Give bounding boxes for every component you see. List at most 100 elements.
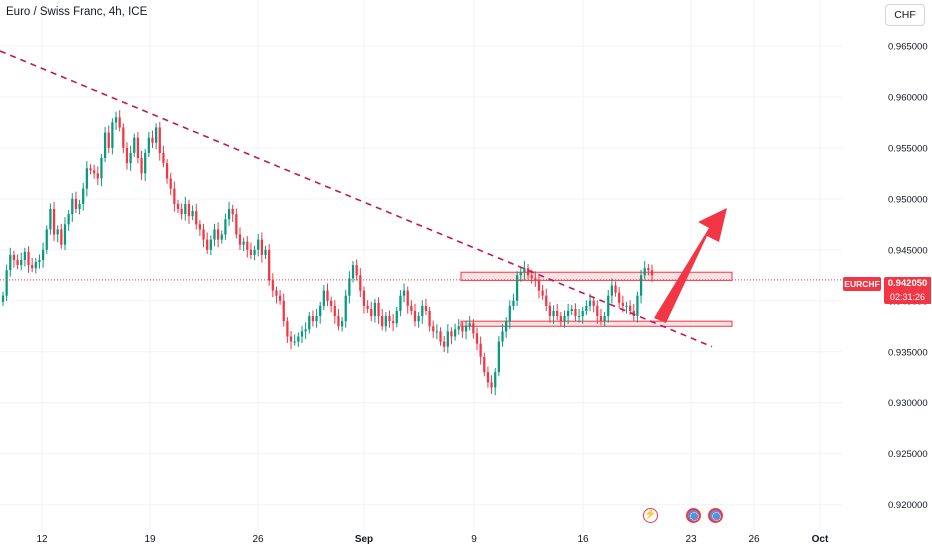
candle-body: [391, 321, 395, 324]
candle-body: [494, 372, 497, 388]
candle-body: [618, 292, 621, 303]
candle-body: [322, 290, 325, 306]
overlay-layer: [0, 50, 842, 348]
candle-body: [650, 270, 654, 276]
candle-body: [16, 260, 19, 266]
candle-body: [257, 239, 260, 250]
candle-body: [592, 300, 595, 306]
candle-body: [162, 152, 165, 164]
candle-body: [443, 341, 446, 347]
candle-body: [457, 326, 460, 330]
candle-body: [625, 305, 628, 307]
candle-body: [472, 323, 475, 334]
flash-icon[interactable]: ⚡: [643, 508, 658, 523]
x-axis: 12 19 26 Sep 9 16 23 26 Oct: [36, 534, 829, 545]
candle-body: [242, 241, 245, 245]
candle-body: [639, 275, 643, 296]
candle-body: [158, 127, 161, 153]
candle-body: [165, 163, 169, 179]
y-tick-label: 0.955000: [888, 143, 928, 154]
candle-body: [184, 203, 187, 215]
x-tick-label: Oct: [812, 534, 829, 545]
currency-button[interactable]: CHF: [885, 4, 925, 26]
candle-body: [151, 137, 154, 143]
candle-body: [552, 310, 555, 317]
candle-body: [340, 321, 344, 327]
candle-body: [486, 372, 490, 383]
grid-layer: [0, 0, 842, 530]
candle-body: [388, 316, 391, 322]
candle-body: [96, 173, 99, 179]
globe-icon[interactable]: [708, 508, 723, 523]
candle-body: [71, 198, 74, 215]
candle-body: [515, 275, 519, 301]
candle-body: [501, 331, 504, 342]
candle-body: [209, 239, 212, 250]
candle-body: [213, 229, 216, 240]
candle-body: [395, 310, 398, 324]
candle-body: [136, 137, 140, 159]
candle-body: [1, 295, 5, 302]
candle-body: [235, 214, 238, 235]
zones-layer: [460, 271, 733, 327]
candle-body: [52, 209, 56, 235]
candle-body: [588, 300, 592, 306]
y-tick-label: 0.945000: [888, 245, 928, 256]
candle-body: [216, 229, 220, 240]
y-tick-label: 0.925000: [888, 449, 928, 460]
candle-body: [173, 188, 176, 204]
candle-body: [505, 321, 508, 332]
candle-body: [603, 316, 606, 322]
candle-body: [541, 290, 544, 296]
candle-body: [231, 209, 234, 215]
candle-body: [563, 316, 566, 322]
candle-body: [304, 329, 307, 332]
candle-body: [523, 268, 526, 273]
globe-icon[interactable]: [686, 508, 701, 523]
candle-body: [475, 333, 479, 344]
candle-body: [610, 285, 614, 296]
candle-body: [41, 249, 45, 260]
candle-body: [355, 265, 358, 276]
candle-body: [224, 219, 227, 235]
candle-body: [413, 310, 417, 322]
candle-body: [581, 310, 584, 317]
candle-body: [351, 265, 355, 279]
y-tick-label: 0.920000: [888, 500, 928, 511]
candle-body: [129, 152, 132, 164]
candle-body: [333, 305, 336, 317]
candle-body: [446, 331, 449, 347]
candle-body: [56, 229, 59, 235]
candle-body: [468, 323, 471, 327]
candle-body: [439, 331, 442, 342]
candle-body: [574, 308, 577, 317]
candle-body: [227, 209, 231, 220]
candle-body: [428, 310, 431, 327]
candle-body: [450, 331, 453, 337]
x-tick-label: Sep: [355, 534, 373, 545]
candle-body: [621, 302, 624, 306]
candle-body: [319, 305, 322, 317]
y-tick-label: 0.930000: [888, 398, 928, 409]
candle-body: [373, 302, 377, 317]
candle-body: [570, 308, 573, 311]
candle-body: [169, 178, 172, 189]
candle-body: [384, 316, 387, 327]
last-price-label: 0.942050: [884, 277, 931, 291]
candle-body: [34, 262, 37, 269]
support-zone: [460, 320, 733, 327]
y-tick-label: 0.950000: [888, 194, 928, 205]
candle-body: [530, 275, 533, 279]
candle-body: [461, 326, 464, 332]
candle-body: [399, 295, 402, 311]
candle-body: [300, 331, 304, 337]
last-price-tag: EURCHF 0.942050 02:31:26: [843, 276, 931, 305]
x-tick-label: 19: [144, 534, 156, 545]
candle-body: [202, 229, 205, 240]
candle-body: [512, 300, 515, 306]
candle-body: [311, 316, 315, 322]
projection-arrow: [654, 208, 727, 323]
candle-body: [289, 336, 293, 342]
candle-body: [490, 382, 493, 388]
